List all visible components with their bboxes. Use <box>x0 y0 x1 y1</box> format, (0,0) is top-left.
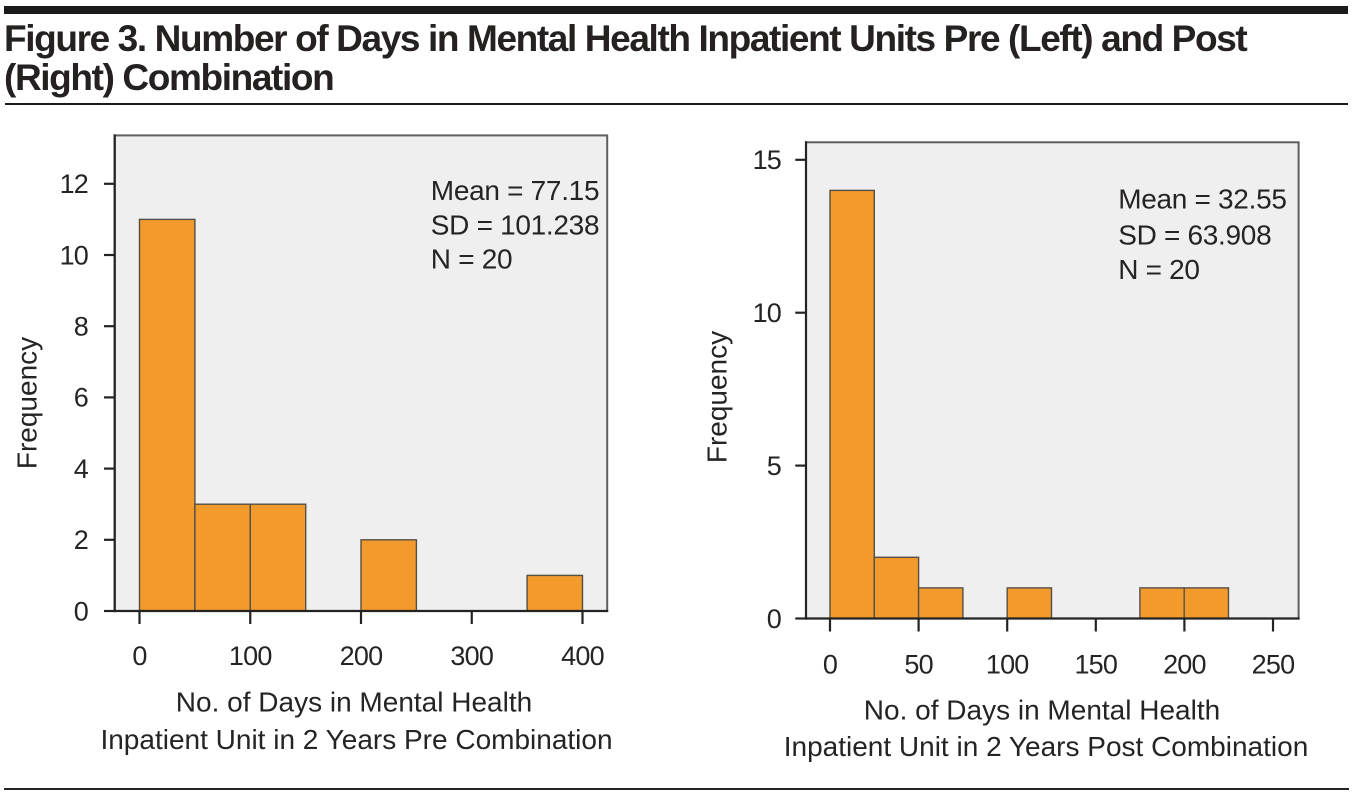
svg-text:8: 8 <box>74 312 88 342</box>
svg-text:10: 10 <box>60 240 88 270</box>
svg-text:0: 0 <box>823 650 837 680</box>
svg-text:10: 10 <box>753 298 781 328</box>
svg-text:No. of Days in Mental Health: No. of Days in Mental Health <box>176 686 532 717</box>
svg-text:0: 0 <box>767 604 781 634</box>
svg-text:50: 50 <box>904 650 932 680</box>
svg-text:12: 12 <box>60 169 88 199</box>
svg-text:300: 300 <box>450 641 493 671</box>
svg-text:Inpatient Unit in 2 Years Post: Inpatient Unit in 2 Years Post Combinati… <box>784 731 1309 762</box>
svg-text:0: 0 <box>74 596 88 626</box>
svg-text:200: 200 <box>1163 650 1206 680</box>
svg-text:4: 4 <box>74 454 89 484</box>
svg-text:250: 250 <box>1252 650 1295 680</box>
svg-text:2: 2 <box>74 525 88 555</box>
svg-text:150: 150 <box>1074 650 1117 680</box>
svg-text:100: 100 <box>986 650 1029 680</box>
svg-text:400: 400 <box>561 641 604 671</box>
svg-text:N = 20: N = 20 <box>1118 254 1199 285</box>
svg-text:Frequency: Frequency <box>12 337 43 469</box>
svg-text:100: 100 <box>229 641 272 671</box>
svg-text:N = 20: N = 20 <box>431 244 512 275</box>
svg-text:SD = 101.238: SD = 101.238 <box>431 209 599 240</box>
svg-text:Mean = 32.55: Mean = 32.55 <box>1118 184 1286 215</box>
svg-text:Mean = 77.15: Mean = 77.15 <box>431 175 599 206</box>
svg-text:0: 0 <box>132 641 146 671</box>
svg-text:Frequency: Frequency <box>701 331 732 463</box>
svg-text:6: 6 <box>74 383 88 413</box>
svg-text:200: 200 <box>340 641 383 671</box>
svg-text:SD = 63.908: SD = 63.908 <box>1118 219 1271 250</box>
svg-text:Inpatient Unit in 2 Years Pre: Inpatient Unit in 2 Years Pre Combinatio… <box>100 724 612 755</box>
svg-text:No. of Days in Mental Health: No. of Days in Mental Health <box>864 694 1220 725</box>
svg-text:5: 5 <box>767 451 781 481</box>
svg-text:15: 15 <box>753 145 781 175</box>
